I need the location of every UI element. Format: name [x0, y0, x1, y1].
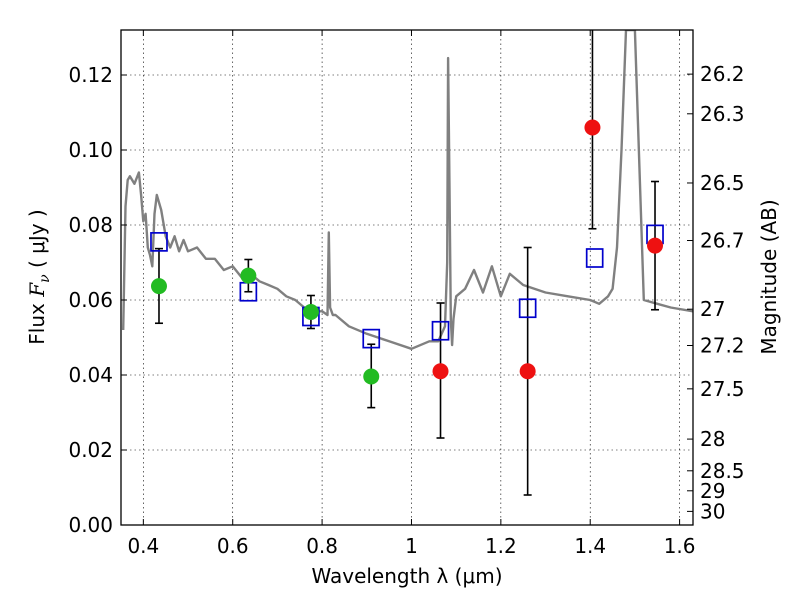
- grid: [121, 30, 693, 526]
- y-axis-label-right: Magnitude (AB): [757, 199, 781, 354]
- observed-points: [150, 119, 664, 385]
- x-tick-label: 1.2: [485, 534, 517, 558]
- right-tick-label: 27.5: [700, 377, 745, 401]
- observed-point: [302, 304, 319, 320]
- observed-point: [363, 368, 380, 385]
- model-point: [431, 320, 450, 341]
- observed-point: [240, 267, 257, 284]
- spectrum-line: [122, 30, 693, 350]
- y-tick-label: 0.02: [68, 438, 113, 462]
- ticks: 0.4 0.6 0.8 1 1.2 1.4 1.6 0.00 0.02 0.04 0.06 0.08 0…: [68, 30, 745, 558]
- right-tick-label: 28.5: [700, 459, 745, 483]
- y-tick-label: 0.12: [68, 63, 113, 87]
- y-axis-label-left: Flux Fν ( μJy ): [25, 209, 53, 344]
- y-tick-label: 0.06: [68, 288, 113, 312]
- observed-point: [647, 237, 664, 254]
- x-tick-label: 0.4: [127, 534, 159, 558]
- observed-point: [584, 119, 601, 136]
- model-spectrum: [122, 30, 693, 350]
- y-tick-label: 0.04: [68, 363, 113, 387]
- x-tick-label: 0.6: [217, 534, 249, 558]
- error-bars: [154, 30, 660, 496]
- x-tick-label: 1: [405, 534, 418, 558]
- model-bandpass-points: [150, 224, 664, 349]
- y-tick-label: 0.08: [68, 213, 113, 237]
- right-tick-label: 30: [700, 499, 725, 523]
- right-tick-label: 26.5: [700, 171, 745, 195]
- right-tick-label: 29: [700, 479, 725, 503]
- right-tick-label: 26.7: [700, 229, 745, 253]
- observed-point: [432, 363, 449, 380]
- right-tick-label: 28: [700, 427, 725, 451]
- x-tick-label: 0.8: [306, 534, 338, 558]
- plot-frame: [120, 29, 694, 526]
- right-tick-label: 26.2: [700, 62, 745, 86]
- y-tick-label: 0.00: [68, 513, 113, 537]
- model-point: [362, 328, 381, 349]
- right-tick-label: 27: [700, 297, 725, 321]
- right-tick-label: 27.2: [700, 334, 745, 358]
- model-point: [518, 298, 537, 319]
- observed-point: [150, 278, 167, 295]
- x-axis-label: Wavelength λ (μm): [311, 564, 502, 588]
- right-tick-label: 26.3: [700, 102, 745, 126]
- observed-point: [519, 363, 536, 380]
- x-tick-label: 1.6: [664, 534, 696, 558]
- model-point: [585, 248, 604, 268]
- x-tick-label: 1.4: [574, 534, 606, 558]
- y-tick-label: 0.10: [68, 138, 113, 162]
- model-point: [150, 232, 168, 252]
